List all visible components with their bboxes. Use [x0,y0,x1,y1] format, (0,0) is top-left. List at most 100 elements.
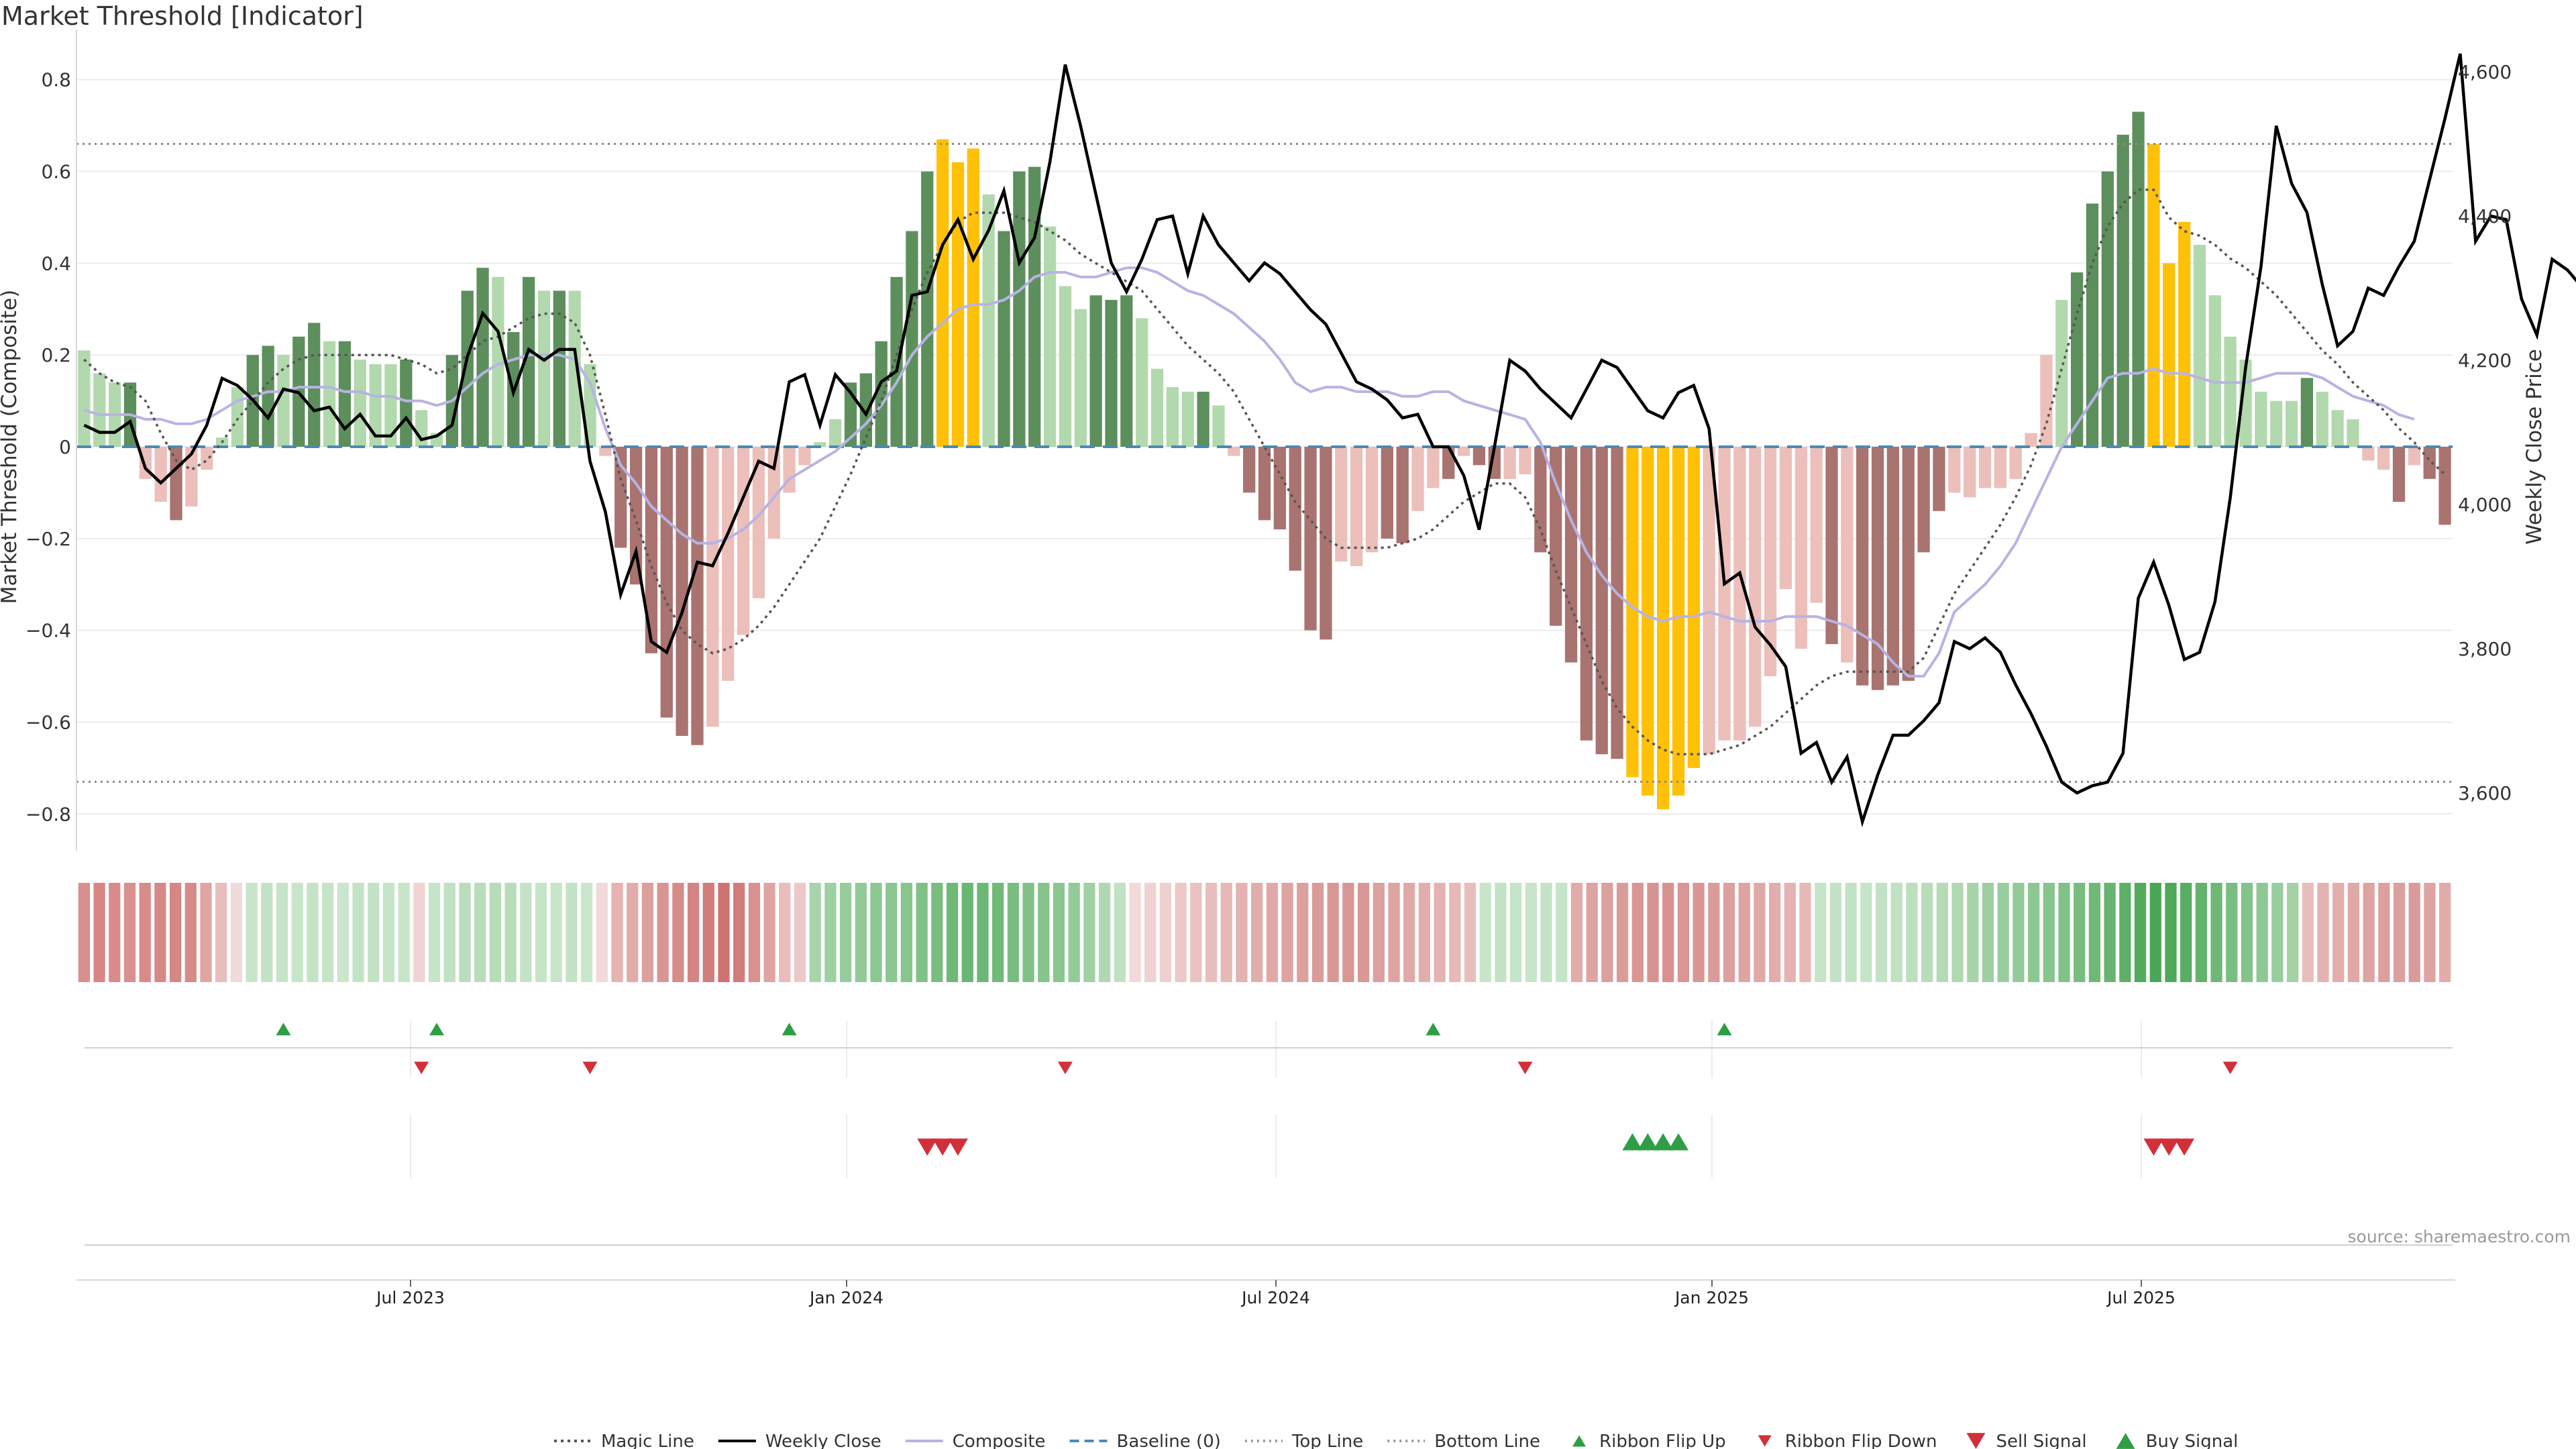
composite-bar [890,276,903,447]
ribbon-bar [428,883,441,982]
composite-bar [1059,286,1072,447]
legend-item: Bottom Line [1387,1432,1540,1449]
ribbon-bar [109,883,121,982]
composite-bar [2116,134,2129,447]
legend-label: Composite [953,1432,1046,1449]
composite-bar [1427,447,1440,488]
ribbon-flip-up-marker [782,1022,797,1036]
ribbon-bar [1175,883,1187,982]
composite-bar [1472,447,1486,466]
composite-bar [2423,447,2436,479]
ribbon-bar [1449,883,1461,982]
x-tick-label: Jul 2024 [1240,1288,1310,1307]
ribbon-bar [1022,883,1034,982]
ribbon-bar [276,883,288,982]
composite-bar [2408,447,2421,466]
composite-bar [568,290,581,447]
ribbon-bar [1601,883,1613,982]
ribbon-bar [992,883,1004,982]
ribbon-bar [1951,883,1964,982]
ribbon-bar [184,883,197,982]
y-tick-right: 4,000 [2458,494,2512,516]
source-credit: source: sharemaestro.com [2348,1227,2571,1246]
composite-bar [982,194,995,447]
ribbon-bar [1860,883,1872,982]
ribbon-bar [2271,883,2284,982]
composite-bar [1687,447,1700,768]
buy-signal-marker [1653,1133,1674,1150]
composite-bar [93,373,106,447]
ribbon-flip-down-marker [582,1061,598,1075]
ribbon-strip [78,883,2451,982]
composite-bar [2086,203,2099,447]
ribbon-bar [1114,883,1126,982]
legend-label: Ribbon Flip Up [1599,1432,1726,1449]
ribbon-bar [1236,883,1248,982]
composite-bar [354,360,366,447]
composite-bar [1028,166,1041,447]
ribbon-bar [1997,883,2009,982]
ribbon-bar [2012,883,2025,982]
ribbon-bar [200,883,212,982]
ribbon-bar [1403,883,1415,982]
ribbon-bar [1829,883,1842,982]
composite-bar [338,341,352,447]
composite-bar [1642,447,1654,796]
composite-bar [1411,447,1424,511]
ribbon-flip-down-marker [1057,1061,1073,1075]
ribbon-flip-up-marker [276,1022,291,1036]
composite-bar [1534,447,1547,553]
sell-signal-marker [947,1138,968,1156]
legend-label: Buy Signal [2146,1432,2239,1449]
ribbon-bar [916,883,928,982]
composite-bar [814,442,826,447]
ribbon-bar [566,883,578,982]
ribbon-bar [702,883,714,982]
composite-bar [1273,447,1286,530]
ribbon-bar [1251,883,1263,982]
ribbon-bar [2165,883,2177,982]
composite-bar [1396,447,1409,543]
y-tick-left: −0.2 [25,528,71,550]
ribbon-bar [2088,883,2101,982]
composite-bar [2316,391,2328,447]
legend-label: Magic Line [601,1432,694,1449]
composite-bar [1228,447,1240,456]
ribbon-bar [520,883,532,982]
composite-bar [1917,447,1930,553]
ribbon-bar [1936,883,1949,982]
ribbon-bar [139,883,151,982]
ribbon-bar [977,883,989,982]
ribbon-bar [1723,883,1735,982]
ribbon-bar [291,883,303,982]
ribbon-bar [1677,883,1690,982]
composite-bar [369,364,382,447]
ribbon-bar [1129,883,1141,982]
composite-bar [2009,447,2022,479]
ribbon-bar [1921,883,1933,982]
y-tick-left: 0.6 [41,161,71,183]
composite-bar [2224,336,2237,447]
ribbon-bar [1297,883,1309,982]
ribbon-bar [2439,883,2451,982]
sell-signal-marker [2174,1138,2195,1156]
composite-bar [1350,447,1363,566]
ribbon-flip-up-marker [1426,1022,1441,1036]
composite-bar [1794,447,1807,649]
legend-label: Weekly Close [765,1432,881,1449]
ribbon-bar [2286,883,2299,982]
legend-item: Top Line [1244,1432,1363,1449]
composite-bar [1166,387,1179,447]
composite-bar [2193,245,2206,447]
composite-bar [2101,171,2114,447]
composite-bar [201,447,213,470]
composite-bar [645,447,658,653]
ribbon-bar [627,883,639,982]
ribbon-bar [1662,883,1674,982]
composite-bar [2178,221,2191,447]
y-tick-left: −0.6 [25,711,71,733]
composite-bar [476,268,489,447]
composite-bar [614,447,627,548]
legend-swatch [1758,1435,1772,1447]
composite-bar [461,290,474,447]
